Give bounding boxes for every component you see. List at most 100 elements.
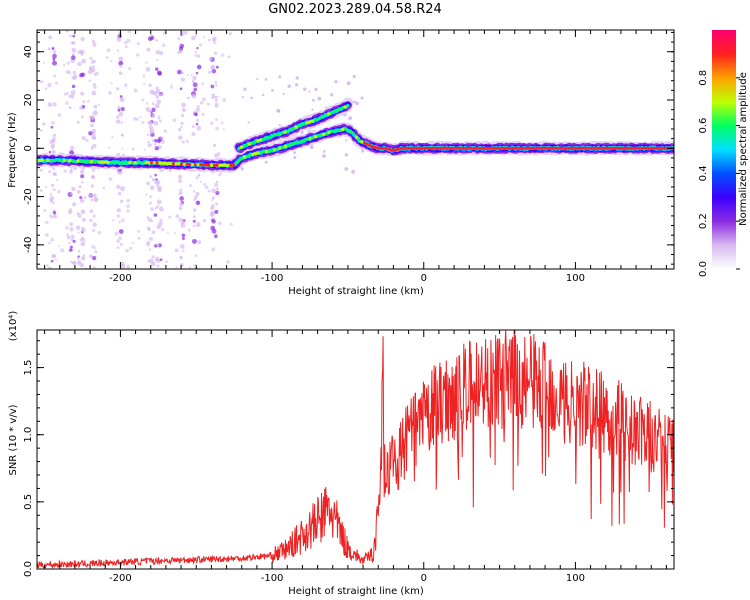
noise-speckle	[282, 92, 285, 96]
spectrogram-y-tick-label: 40	[23, 45, 34, 58]
ridge-main-peak	[177, 162, 181, 166]
noise-speckle	[116, 246, 120, 249]
noise-speckle	[193, 111, 197, 114]
noise-speckle	[154, 244, 158, 248]
noise-speckle	[191, 238, 197, 244]
noise-speckle	[264, 160, 268, 164]
noise-speckle	[108, 177, 113, 182]
ridge-main-peak	[223, 163, 227, 167]
noise-speckle	[184, 30, 188, 35]
noise-speckle	[179, 244, 185, 249]
ridge-main-peak	[341, 127, 345, 132]
noise-speckle	[151, 255, 155, 259]
ridge-main-peak	[417, 146, 421, 150]
ridge-main-peak	[641, 146, 645, 150]
noise-speckle	[116, 184, 121, 189]
ridge-main-peak	[193, 162, 197, 167]
noise-speckle	[196, 118, 200, 122]
noise-speckle	[97, 230, 102, 235]
ridge-upper-peak	[327, 112, 331, 116]
noise-speckle	[65, 30, 69, 33]
noise-speckle	[215, 83, 218, 87]
ridge-main-peak	[605, 146, 610, 150]
noise-speckle	[51, 47, 55, 50]
ridge-main-peak	[529, 146, 533, 150]
noise-speckle	[91, 145, 94, 148]
snr-y-tick-label: 1.5	[23, 360, 34, 376]
noise-speckle	[48, 241, 51, 245]
snr-x-tick-label: 100	[566, 573, 585, 584]
ridge-main-peak	[657, 146, 662, 150]
ridge-main-peak	[431, 146, 435, 150]
noise-speckle	[77, 261, 81, 266]
noise-speckle	[51, 120, 55, 125]
noise-speckle	[52, 50, 57, 54]
ridge-main-peak	[428, 146, 432, 150]
noise-speckle	[151, 107, 156, 112]
noise-speckle	[42, 122, 46, 126]
noise-speckle	[52, 102, 57, 107]
noise-speckle	[191, 124, 195, 128]
ridge-main-peak	[221, 163, 225, 167]
noise-speckle	[217, 152, 221, 156]
noise-speckle	[72, 70, 76, 75]
noise-speckle	[220, 53, 225, 57]
noise-speckle	[180, 223, 186, 228]
ridge-main-peak	[90, 160, 94, 164]
noise-speckle	[79, 169, 85, 175]
noise-speckle	[90, 198, 94, 201]
noise-speckle	[54, 81, 59, 85]
noise-speckle	[69, 245, 73, 249]
noise-speckle	[303, 87, 307, 91]
ridge-main-peak	[485, 146, 490, 150]
ridge-main-peak	[625, 146, 629, 150]
noise-speckle	[241, 95, 244, 99]
noise-speckle	[116, 152, 121, 157]
noise-speckle	[119, 243, 123, 247]
ridge-main-peak	[160, 161, 165, 165]
noise-speckle	[147, 36, 153, 42]
noise-speckle	[180, 77, 185, 82]
ridge-main-peak	[537, 146, 541, 150]
noise-speckle	[148, 109, 151, 113]
noise-speckle	[192, 190, 196, 193]
noise-speckle	[90, 123, 94, 128]
noise-speckle	[76, 120, 80, 124]
noise-speckle	[200, 180, 203, 183]
noise-speckle	[214, 80, 218, 84]
ridge-main-peak	[414, 146, 419, 150]
noise-speckle	[69, 260, 73, 264]
noise-speckle	[222, 128, 225, 131]
noise-speckle	[50, 259, 54, 263]
ridge-main-peak	[660, 146, 664, 150]
noise-speckle	[97, 103, 100, 107]
noise-speckle	[52, 167, 56, 171]
noise-speckle	[295, 76, 299, 80]
noise-speckle	[149, 185, 155, 191]
ridge-main-peak	[201, 163, 206, 167]
noise-speckle	[157, 117, 161, 120]
noise-speckle	[195, 200, 201, 206]
ridge-main-peak	[584, 146, 588, 150]
ridge-main-peak	[491, 146, 495, 150]
noise-speckle	[72, 260, 77, 266]
noise-speckle	[346, 81, 351, 86]
noise-speckle	[77, 231, 80, 234]
noise-speckle	[197, 173, 201, 177]
noise-speckle	[146, 243, 150, 247]
noise-speckle	[80, 36, 85, 42]
noise-speckle	[51, 183, 55, 187]
noise-speckle	[177, 128, 182, 132]
noise-speckle	[92, 40, 96, 44]
noise-speckle	[163, 129, 168, 133]
ridge-main-peak	[256, 151, 260, 155]
ridge-main-peak	[155, 161, 159, 165]
noise-speckle	[199, 100, 204, 105]
noise-speckle	[80, 198, 85, 203]
noise-speckle	[52, 133, 57, 138]
ridge-main-peak	[371, 144, 375, 149]
noise-speckle	[39, 188, 43, 193]
noise-speckle	[63, 169, 67, 173]
noise-speckle	[89, 209, 94, 213]
noise-speckle	[52, 172, 56, 176]
